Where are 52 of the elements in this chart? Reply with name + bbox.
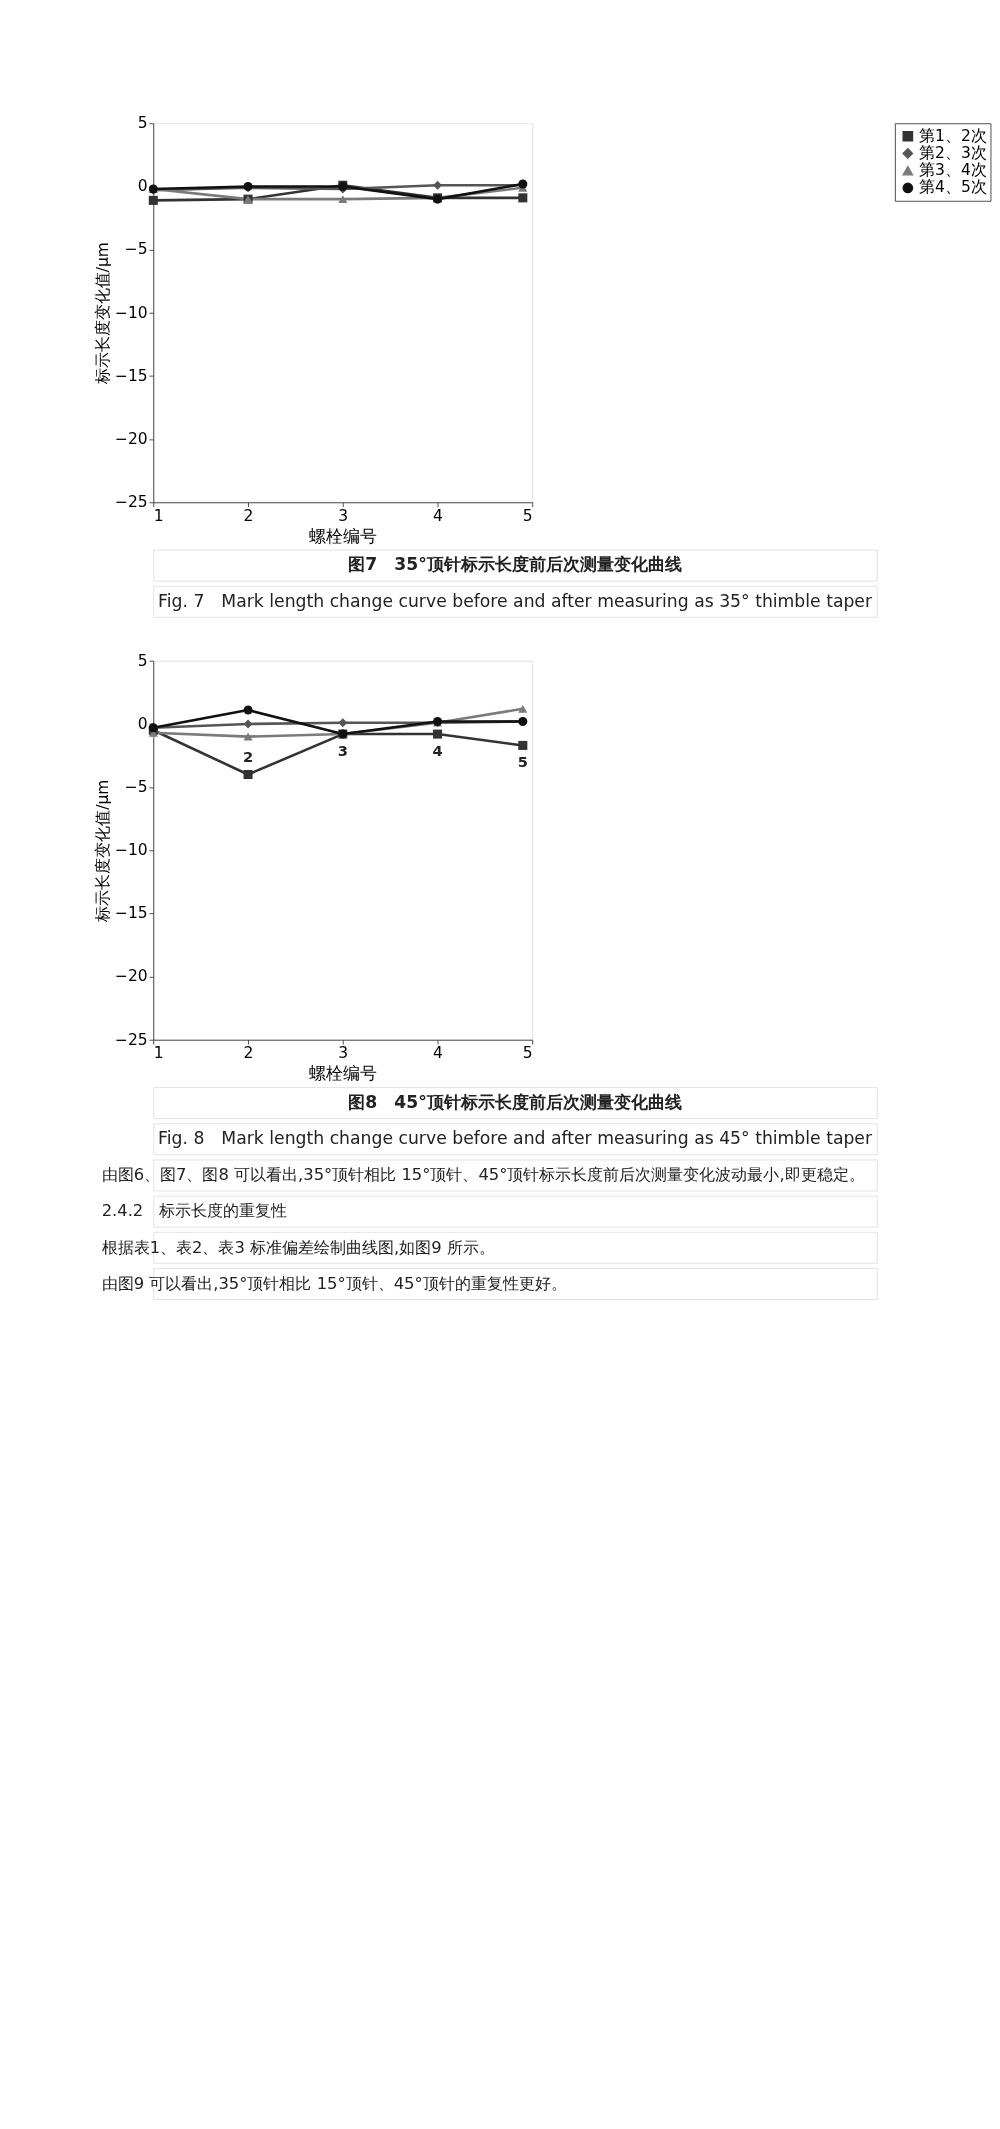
- x-tick-label: 1: [153, 506, 164, 525]
- point: [518, 704, 528, 713]
- x-tick-label: 5: [522, 1044, 533, 1063]
- y-tick-label: 0: [137, 714, 148, 733]
- point: [243, 705, 253, 715]
- annotation: 5: [517, 752, 528, 770]
- x-tick-label: 2: [243, 1044, 254, 1063]
- point: [243, 769, 253, 780]
- point: [518, 740, 528, 750]
- legend-label: 第2、3次: [919, 143, 987, 162]
- text: 2.4.2 标示长度的重复性: [101, 1201, 288, 1221]
- y-tick-label: 5: [137, 651, 148, 670]
- x-tick-label: 1: [153, 1044, 164, 1063]
- legend-label: 第4、5次: [919, 178, 987, 197]
- caption: Fig. 8 Mark length change curve before and after measuring as 45° thimble taper: [158, 1128, 873, 1148]
- x-tick-label: 4: [433, 1044, 443, 1063]
- x-tick-label: 3: [338, 1044, 349, 1063]
- x-tick-label: 5: [522, 506, 533, 525]
- text: 由图6、图7、图8 可以看出,35°顶针相比 15°顶针、45°顶针标示长度前后次测量变化波动最小,即更稳定。: [101, 1165, 865, 1185]
- x-axis-title: 螺栓编号: [309, 525, 378, 546]
- x-tick-label: 3: [338, 506, 349, 525]
- caption: Fig. 7 Mark length change curve before and after measuring as 35° thimble taper: [158, 590, 873, 611]
- point: [243, 732, 253, 741]
- caption: 图7 35°顶针标示长度前后次测量变化曲线: [348, 554, 682, 575]
- x-tick-label: 4: [433, 506, 443, 525]
- y-tick-label: −5: [124, 240, 148, 259]
- text: 根据表1、表2、表3 标准偏差绘制曲线图,如图9 所示。: [101, 1237, 495, 1257]
- annotation: 3: [337, 741, 348, 759]
- x-tick-label: 2: [243, 506, 254, 525]
- legend-label: 第3、4次: [919, 161, 987, 180]
- y-tick-label: −15: [115, 904, 148, 923]
- point: [433, 729, 443, 739]
- y-axis-title: 标示长度变化值/μm: [94, 779, 113, 923]
- y-tick-label: −5: [124, 777, 148, 796]
- y-tick-label: −10: [115, 841, 148, 860]
- y-tick-label: 5: [137, 114, 148, 133]
- point: [243, 719, 253, 729]
- y-tick-label: −20: [115, 429, 148, 448]
- y-tick-label: 0: [137, 177, 148, 196]
- y-tick-label: −20: [115, 967, 148, 986]
- y-tick-label: −10: [115, 303, 148, 322]
- annotation: 4: [432, 741, 443, 759]
- y-axis-title: 标示长度变化值/μm: [94, 242, 113, 386]
- y-tick-label: −25: [115, 1030, 148, 1049]
- point: [338, 718, 348, 728]
- annotation: 2: [242, 747, 254, 765]
- y-tick-label: −25: [115, 493, 148, 512]
- legend-label: 第1、2次: [919, 126, 987, 145]
- caption: 图8 45°顶针标示长度前后次测量变化曲线: [348, 1091, 682, 1112]
- x-axis-title: 螺栓编号: [309, 1062, 378, 1083]
- y-tick-label: −15: [115, 366, 148, 385]
- text: 由图9 可以看出,35°顶针相比 15°顶针、45°顶针的重复性更好。: [101, 1273, 567, 1293]
